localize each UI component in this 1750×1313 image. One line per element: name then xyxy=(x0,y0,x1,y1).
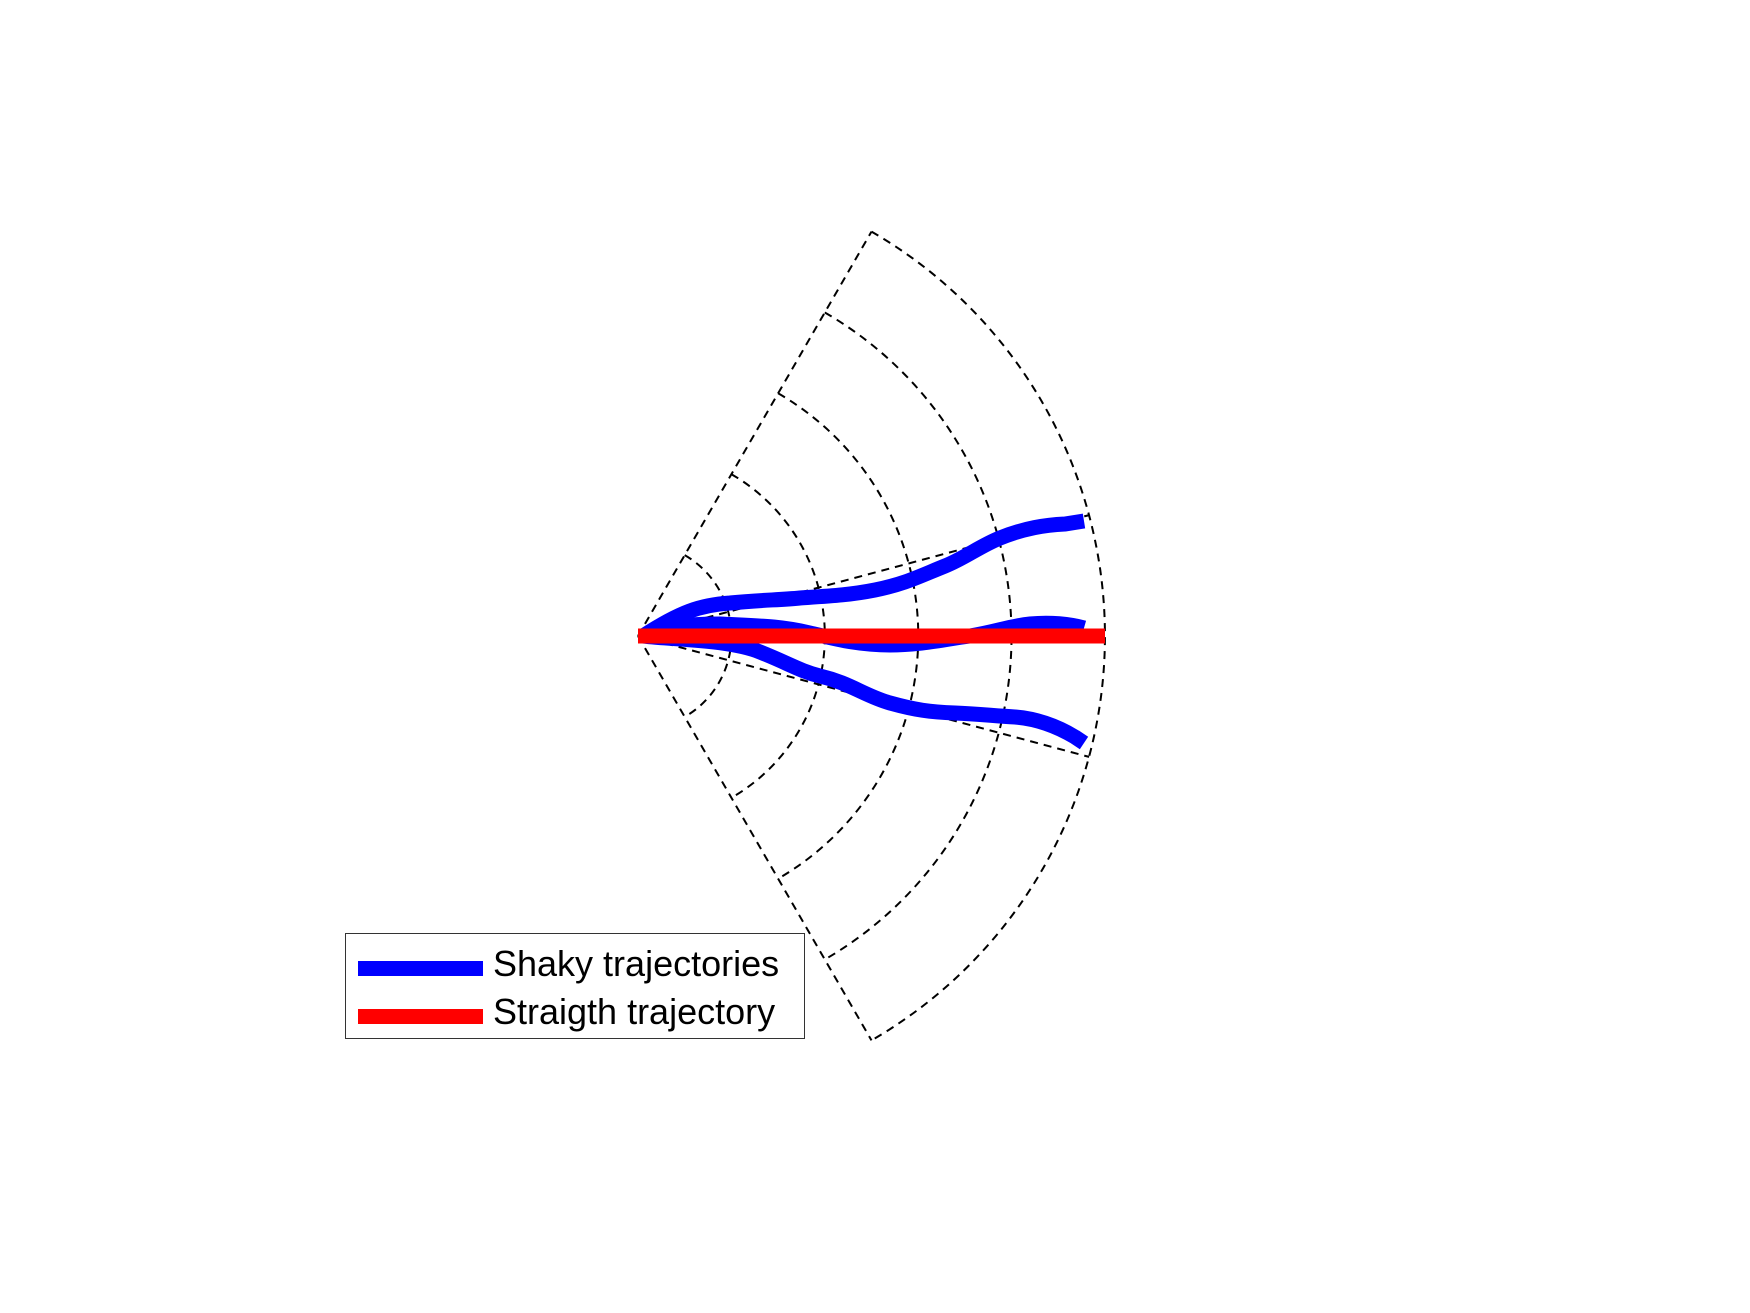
dashed-sector-grid xyxy=(637,230,1106,1042)
shaky-trajectory-upper xyxy=(638,513,1086,643)
legend-label-shaky: Shaky trajectories xyxy=(493,943,780,984)
legend-item-straight: Straigth trajectory xyxy=(346,992,804,1032)
grid-arc-1 xyxy=(684,554,733,718)
shaky-line-swatch xyxy=(358,961,483,976)
shaky-trajectory-lower xyxy=(642,628,1089,750)
legend-label-straight: Straigth trajectory xyxy=(493,991,776,1032)
grid-arc-2 xyxy=(730,473,826,799)
grid-arc-3 xyxy=(777,392,920,880)
grid-ray-inner-lower xyxy=(637,635,1090,758)
grid-ray-lower-boundary xyxy=(637,635,873,1041)
shaky-trajectory-middle xyxy=(639,615,1087,653)
trajectories xyxy=(638,513,1105,750)
grid-ray-inner-upper xyxy=(637,514,1090,637)
grid-arc-4 xyxy=(824,311,1013,961)
grid-arc-5 xyxy=(870,230,1106,1042)
grid-ray-upper-boundary xyxy=(637,231,873,637)
legend-item-shaky: Shaky trajectories xyxy=(346,944,804,984)
straight-line-swatch xyxy=(358,1009,483,1024)
legend: Shaky trajectories Straigth trajectory xyxy=(345,933,805,1039)
